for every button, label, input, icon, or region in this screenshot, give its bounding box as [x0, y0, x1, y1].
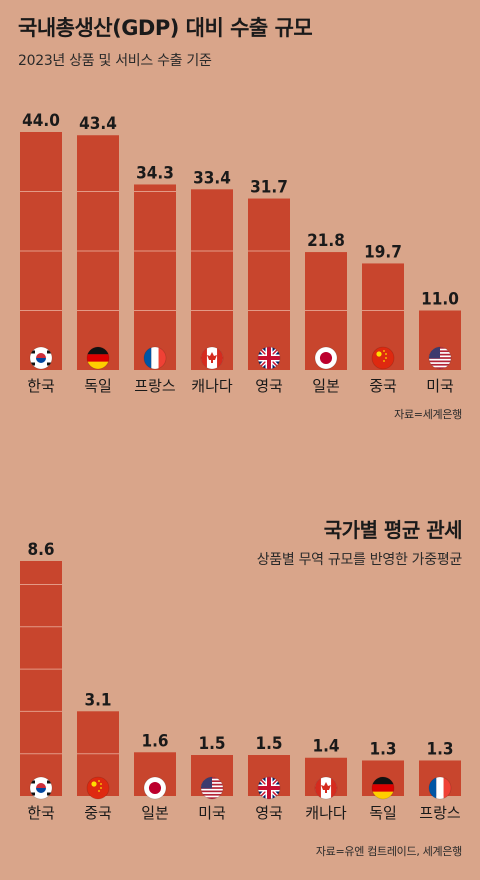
- bar-2-1: [20, 561, 62, 796]
- chart2-source: 자료=유엔 컴트레이드, 세계은행: [315, 845, 462, 858]
- category-label: 캐나다: [191, 377, 233, 395]
- category-label: 중국: [84, 804, 112, 822]
- chart1-title: 국내총생산(GDP) 대비 수출 규모: [18, 16, 313, 40]
- flag-canada-icon: [314, 776, 338, 800]
- value-label: 21.8: [307, 231, 345, 251]
- flag-uk-icon: [257, 346, 281, 370]
- flag-france-icon: [143, 346, 167, 370]
- category-label: 영국: [255, 377, 283, 395]
- value-label: 19.7: [364, 242, 402, 262]
- category-label: 캐나다: [305, 804, 347, 822]
- value-label: 11.0: [421, 290, 459, 310]
- value-label: 34.3: [136, 163, 174, 183]
- category-label: 독일: [369, 804, 397, 822]
- value-label: 43.4: [79, 114, 117, 134]
- category-label: 독일: [84, 377, 112, 395]
- category-label: 영국: [255, 804, 283, 822]
- flag-germany-icon: [371, 776, 395, 800]
- flag-japan-icon: [143, 776, 167, 800]
- bar-1-5: [248, 198, 290, 370]
- chart1-subtitle: 2023년 상품 및 서비스 수출 기준: [18, 53, 212, 69]
- bar-1-3: [134, 184, 176, 370]
- category-label: 한국: [27, 804, 55, 822]
- value-label: 3.1: [84, 690, 111, 710]
- category-label: 일본: [141, 804, 169, 822]
- chart2-subtitle: 상품별 무역 규모를 반영한 가중평균: [256, 552, 463, 568]
- flag-japan-icon: [314, 346, 338, 370]
- flag-canada-icon: [200, 346, 224, 370]
- category-label: 프랑스: [419, 804, 461, 822]
- value-label: 8.6: [27, 540, 54, 560]
- category-label: 프랑스: [134, 377, 176, 395]
- flag-france-icon: [428, 776, 452, 800]
- value-label: 1.3: [369, 739, 396, 759]
- flag-korea-icon: [29, 776, 53, 800]
- category-label: 미국: [198, 804, 226, 822]
- flag-usa-icon: [428, 346, 452, 370]
- flag-germany-icon: [86, 346, 110, 370]
- value-label: 1.6: [141, 731, 168, 751]
- value-label: 44.0: [22, 111, 60, 131]
- value-label: 1.4: [312, 737, 339, 757]
- value-label: 1.3: [426, 739, 453, 759]
- category-label: 일본: [312, 377, 340, 395]
- flag-uk-icon: [257, 776, 281, 800]
- chart1-source: 자료=세계은행: [394, 408, 462, 421]
- value-label: 31.7: [250, 178, 288, 198]
- bar-1-4: [191, 189, 233, 370]
- category-label: 중국: [369, 377, 397, 395]
- flag-usa-icon: [200, 776, 224, 800]
- flag-china-icon: [86, 776, 110, 800]
- category-label: 한국: [27, 377, 55, 395]
- flag-china-icon: [371, 346, 395, 370]
- value-label: 1.5: [198, 734, 225, 754]
- value-label: 1.5: [255, 734, 282, 754]
- flag-korea-icon: [29, 346, 53, 370]
- value-label: 33.4: [193, 168, 231, 188]
- category-label: 미국: [426, 377, 454, 395]
- bar-1-2: [77, 135, 119, 370]
- chart2-title: 국가별 평균 관세: [323, 518, 463, 542]
